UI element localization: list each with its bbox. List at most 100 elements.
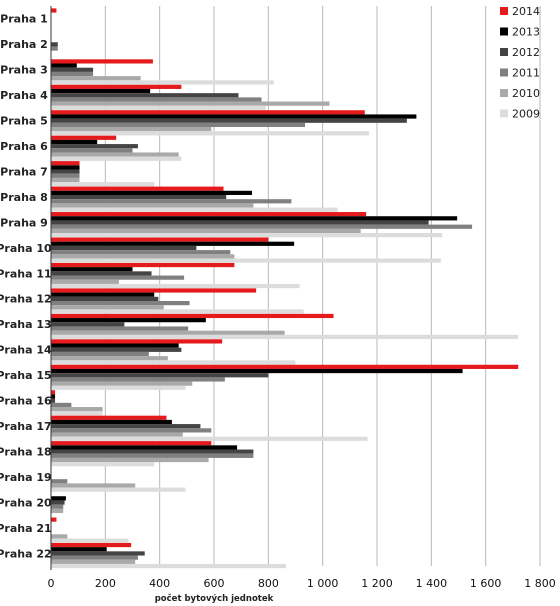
category-label: Praha 11	[0, 267, 52, 280]
bar-2011-praha-2	[51, 46, 58, 51]
legend-label: 2011	[512, 67, 540, 80]
bar-2012-praha-8	[51, 194, 227, 200]
bar-2013-praha-4	[51, 88, 151, 94]
x-tick-label: 1 600	[470, 577, 502, 590]
bar-2012-praha-15	[51, 373, 269, 378]
bar-2009-praha-5	[51, 131, 369, 136]
category-label: Praha 22	[0, 547, 52, 560]
bar-2011-praha-6	[51, 148, 133, 153]
bar-2012-praha-13	[51, 322, 125, 327]
category-label: Praha 17	[0, 420, 52, 433]
bar-2011-praha-22	[51, 555, 138, 560]
category-label: Praha 6	[0, 140, 48, 153]
legend-swatch	[500, 7, 508, 15]
bar-2009-praha-17	[51, 436, 368, 441]
category-label: Praha 1	[0, 13, 48, 26]
bar-2014-praha-7	[51, 161, 80, 166]
bar-2013-praha-8	[51, 190, 253, 195]
category-label: Praha 14	[0, 344, 52, 357]
category-label: Praha 4	[0, 89, 48, 102]
bar-2014-praha-9	[51, 212, 367, 217]
bar-2011-praha-15	[51, 377, 225, 382]
bar-2013-praha-6	[51, 139, 98, 145]
bar-2011-praha-14	[51, 351, 149, 357]
legend-swatch	[500, 89, 508, 97]
category-label: Praha 5	[0, 115, 48, 128]
bar-2011-praha-7	[51, 173, 80, 178]
category-label: Praha 18	[0, 445, 52, 458]
bar-2013-praha-11	[51, 267, 133, 272]
x-tick-label: 1 200	[361, 577, 393, 590]
category-labels: Praha 1 Praha 2 Praha 3 Praha 4 Praha 5 Praha…	[0, 13, 52, 561]
x-tick-label: 800	[258, 577, 279, 590]
bar-2010-praha-7	[51, 177, 80, 183]
bar-2009-praha-14	[51, 360, 296, 365]
bar-2011-praha-19	[51, 479, 68, 484]
category-label: Praha 15	[0, 369, 52, 382]
bar-2009-praha-12	[51, 309, 304, 314]
bar-2012-praha-20	[51, 500, 65, 505]
category-label: Praha 13	[0, 318, 52, 331]
x-tick-label: 1 400	[416, 577, 448, 590]
bar-2011-praha-10	[51, 250, 231, 255]
bar-2010-praha-18	[51, 457, 209, 463]
bar-2012-praha-6	[51, 144, 138, 149]
bar-2009-praha-13	[51, 334, 519, 340]
bar-2010-praha-11	[51, 279, 119, 284]
bar-2012-praha-17	[51, 424, 201, 429]
x-tick-label: 1 000	[307, 577, 339, 590]
bar-2009-praha-7	[51, 182, 155, 187]
bar-2013-praha-5	[51, 114, 417, 119]
bar-2009-praha-10	[51, 258, 441, 263]
x-tick-label: 600	[204, 577, 225, 590]
category-label: Praha 16	[0, 395, 52, 408]
x-axis-title: počet bytových jednotek	[155, 593, 274, 604]
bar-2011-praha-4	[51, 97, 262, 102]
category-label: Praha 8	[0, 191, 48, 204]
category-label: Praha 12	[0, 293, 52, 306]
bar-2009-praha-8	[51, 207, 338, 212]
bar-2014-praha-15	[51, 364, 519, 369]
bar-2014-praha-6	[51, 135, 117, 140]
bar-2012-praha-18	[51, 449, 254, 454]
bar-2012-praha-4	[51, 93, 239, 98]
legend-label: 2013	[512, 26, 540, 39]
bar-2014-praha-22	[51, 542, 132, 548]
bar-2010-praha-19	[51, 483, 136, 488]
bar-2012-praha-2	[51, 42, 58, 47]
bar-2013-praha-15	[51, 368, 463, 374]
bar-2011-praha-11	[51, 275, 185, 280]
bar-2012-praha-12	[51, 296, 159, 301]
bar-2010-praha-5	[51, 127, 212, 132]
legend-swatch	[500, 109, 508, 118]
bar-2010-praha-10	[51, 254, 235, 259]
bar-2013-praha-18	[51, 445, 238, 450]
category-label: Praha 3	[0, 64, 48, 77]
bars	[51, 8, 519, 569]
bar-2012-praha-22	[51, 551, 145, 556]
bar-2014-praha-4	[51, 84, 182, 89]
bar-2010-praha-16	[51, 407, 103, 412]
bar-2010-praha-8	[51, 203, 254, 208]
bar-2013-praha-22	[51, 547, 107, 552]
x-tick-label: 200	[95, 577, 116, 590]
bar-2009-praha-22	[51, 563, 286, 569]
bar-2013-praha-16	[51, 394, 56, 399]
bar-2013-praha-12	[51, 292, 155, 297]
legend-label: 2010	[512, 87, 540, 100]
bar-2009-praha-15	[51, 385, 186, 390]
bar-2014-praha-12	[51, 288, 257, 293]
bar-2013-praha-13	[51, 318, 206, 323]
bar-2014-praha-17	[51, 415, 167, 420]
bar-2009-praha-18	[51, 462, 155, 467]
category-label: Praha 20	[0, 496, 52, 509]
bar-2009-praha-16	[51, 411, 103, 416]
x-tick-label: 1 800	[524, 577, 556, 590]
bar-2009-praha-19	[51, 487, 186, 492]
legend-label: 2009	[512, 108, 540, 121]
bar-2011-praha-9	[51, 224, 473, 229]
bar-2009-praha-6	[51, 156, 182, 161]
category-label: Praha 10	[0, 242, 52, 255]
bar-2010-praha-3	[51, 76, 141, 81]
bar-2011-praha-12	[51, 301, 190, 306]
